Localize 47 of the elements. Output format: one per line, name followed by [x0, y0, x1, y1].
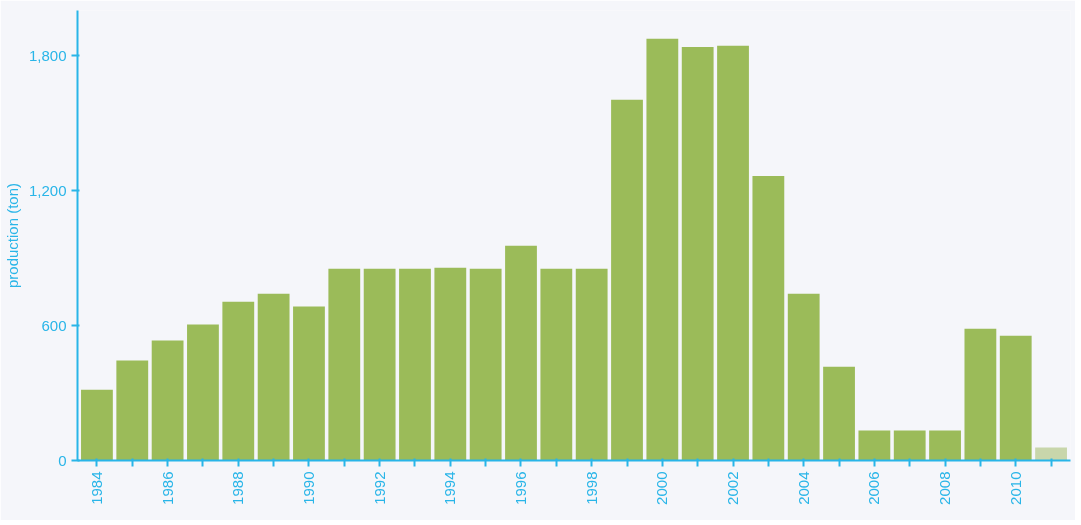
bar [363, 268, 396, 461]
x-tick-label: 2002 [724, 471, 742, 505]
x-tick-label: 2004 [794, 471, 812, 505]
x-tick-label: 2008 [936, 471, 954, 505]
x-tick-label: 1990 [299, 471, 317, 505]
bar [929, 430, 961, 461]
bar [222, 301, 255, 461]
bar [293, 306, 325, 461]
bar [434, 267, 467, 461]
bar [469, 268, 502, 461]
bar [964, 328, 997, 461]
bar [646, 38, 679, 461]
bar [399, 268, 431, 461]
x-tick-label: 1994 [441, 471, 459, 505]
bar [717, 45, 749, 461]
bar [893, 430, 926, 461]
bar [681, 46, 714, 461]
y-tick-label: 1,200 [28, 181, 67, 199]
bar [611, 99, 643, 461]
bar [999, 335, 1032, 461]
bar [505, 245, 537, 461]
x-tick-label: 2000 [653, 471, 671, 505]
bar [787, 293, 820, 461]
bar [81, 389, 113, 461]
bar [187, 324, 219, 461]
bar [1035, 447, 1067, 461]
y-tick-label: 1,800 [28, 46, 67, 64]
bar [823, 366, 855, 461]
x-tick-label: 1996 [511, 471, 529, 505]
bar [151, 340, 184, 461]
bar [328, 268, 361, 461]
x-tick-label: 2010 [1006, 471, 1024, 505]
bar [575, 268, 608, 461]
bar [752, 175, 785, 461]
x-tick-label: 1992 [370, 471, 388, 505]
bar [540, 268, 573, 461]
bar [116, 360, 149, 461]
x-tick-label: 2006 [865, 471, 883, 505]
x-tick-label: 1984 [87, 471, 105, 505]
x-tick-label: 1988 [229, 471, 247, 505]
bar [858, 430, 891, 461]
bar [257, 293, 290, 461]
x-tick-label: 1986 [158, 471, 176, 505]
y-tick-label: 600 [41, 316, 67, 334]
x-tick-label: 1998 [582, 471, 600, 505]
y-axis-title: production (ton) [3, 182, 21, 289]
y-tick-label: 0 [58, 451, 67, 469]
